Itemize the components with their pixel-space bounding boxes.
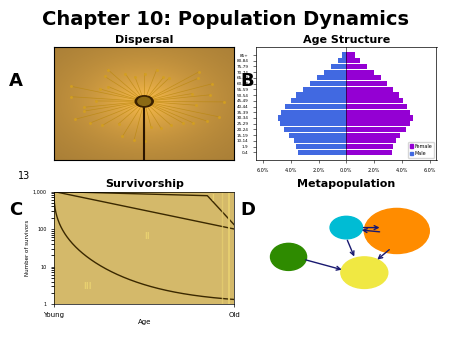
Bar bbox=[346, 115, 413, 121]
Bar bbox=[317, 75, 346, 80]
Bar bbox=[346, 98, 403, 103]
X-axis label: Age: Age bbox=[138, 319, 151, 325]
Bar bbox=[346, 87, 393, 92]
Bar bbox=[346, 138, 396, 143]
Bar bbox=[285, 104, 346, 109]
Bar bbox=[346, 64, 367, 69]
Title: Metapopulation: Metapopulation bbox=[297, 179, 396, 189]
Bar bbox=[342, 52, 346, 57]
Legend: Female, Male: Female, Male bbox=[408, 142, 434, 158]
Text: Chapter 10: Population Dynamics: Chapter 10: Population Dynamics bbox=[41, 10, 409, 29]
Bar bbox=[346, 132, 400, 138]
Bar bbox=[338, 58, 346, 63]
Bar bbox=[346, 127, 406, 132]
Bar bbox=[346, 110, 410, 115]
Bar bbox=[278, 115, 346, 121]
Text: C: C bbox=[9, 200, 22, 219]
Bar bbox=[303, 87, 346, 92]
Bar bbox=[279, 121, 346, 126]
Bar bbox=[346, 93, 399, 98]
Text: III: III bbox=[83, 282, 91, 291]
Bar bbox=[298, 150, 346, 155]
Text: B: B bbox=[241, 72, 254, 90]
Bar bbox=[281, 110, 346, 115]
Text: D: D bbox=[241, 200, 256, 219]
Bar bbox=[324, 70, 346, 75]
Bar bbox=[310, 81, 346, 86]
Ellipse shape bbox=[330, 216, 363, 239]
Bar bbox=[296, 144, 346, 149]
Bar bbox=[346, 144, 393, 149]
Bar bbox=[289, 132, 346, 138]
Bar bbox=[291, 98, 346, 103]
Bar bbox=[346, 70, 374, 75]
Ellipse shape bbox=[341, 257, 388, 288]
Bar bbox=[296, 93, 346, 98]
Circle shape bbox=[135, 96, 153, 107]
Y-axis label: Number of survivors: Number of survivors bbox=[25, 220, 30, 276]
Bar bbox=[346, 58, 360, 63]
Title: Age Structure: Age Structure bbox=[303, 35, 390, 45]
Bar bbox=[346, 81, 387, 86]
Bar bbox=[346, 121, 410, 126]
Title: Survivorship: Survivorship bbox=[105, 179, 184, 189]
Bar bbox=[346, 75, 381, 80]
Ellipse shape bbox=[270, 243, 306, 270]
Bar bbox=[346, 150, 392, 155]
Text: II: II bbox=[144, 232, 150, 241]
Text: A: A bbox=[9, 72, 23, 90]
Bar bbox=[284, 127, 346, 132]
Bar bbox=[293, 138, 346, 143]
Bar bbox=[331, 64, 346, 69]
Text: 13: 13 bbox=[18, 171, 30, 181]
Bar bbox=[346, 104, 407, 109]
Text: I: I bbox=[211, 194, 214, 203]
Ellipse shape bbox=[364, 209, 429, 254]
Circle shape bbox=[138, 97, 151, 105]
Bar bbox=[346, 52, 355, 57]
Title: Dispersal: Dispersal bbox=[115, 35, 173, 45]
